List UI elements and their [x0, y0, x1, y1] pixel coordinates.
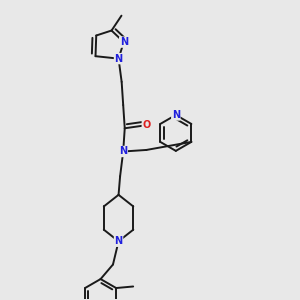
Text: N: N — [115, 54, 123, 64]
Text: N: N — [120, 37, 128, 47]
Text: O: O — [142, 120, 151, 130]
Text: N: N — [115, 236, 123, 246]
Text: N: N — [119, 146, 127, 157]
Text: N: N — [172, 110, 180, 120]
